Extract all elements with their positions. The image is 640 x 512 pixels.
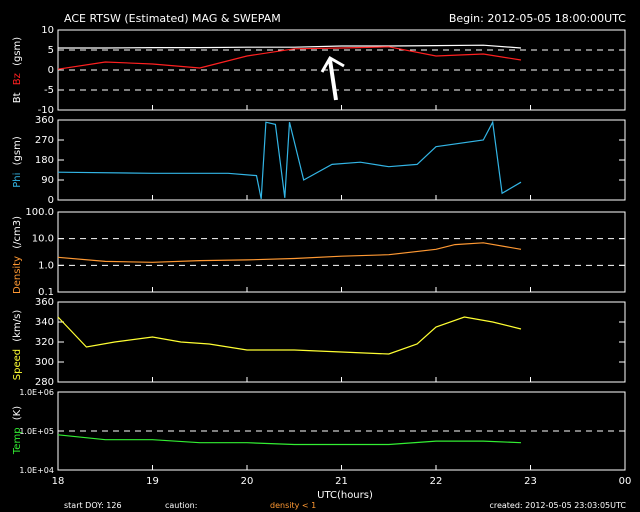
phi-ylabel-unit: (gsm) [12,136,23,165]
ytick-label: 90 [41,175,54,186]
ytick-label: 0 [48,195,54,206]
temp-ylabel: Temp (K) [12,406,23,455]
ytick-label: 180 [35,155,54,166]
start-doy: start DOY: 126 [64,501,122,510]
caution-label: caution: [165,501,197,510]
ytick-label: 10 [41,25,54,36]
ytick-label: 280 [35,377,54,388]
mag-ylabel-unit: (gsm) [12,37,23,66]
series-line-bt [58,44,522,49]
ytick-label: 10.0 [32,234,54,245]
series-line-phi [57,120,522,200]
density-note: density < 1 [270,501,316,510]
ytick-label: 340 [35,317,54,328]
xtick-label: 23 [524,476,537,487]
ytick-label: -5 [44,85,54,96]
ytick-label: 360 [35,115,54,126]
ytick-label: 0 [48,65,54,76]
phi-ylabel-name: Phi [12,173,23,188]
panel-frame-speed [57,301,626,383]
mag-ylabel-bz: Bz [12,73,23,85]
mag-ylabel-bt: Bt [12,92,23,103]
xtick-label: 00 [619,476,632,487]
series-line-speed [57,316,522,355]
temp-ylabel-name: Temp [12,427,23,455]
series-line-temp [57,434,522,446]
panel-frame-phi [57,119,626,201]
chart-title: ACE RTSW (Estimated) MAG & SWEPAM [64,12,281,25]
mag-ylabel: Bt Bz (gsm) [12,37,23,103]
series-line-density [57,242,522,263]
ytick-label: 1.0E+05 [19,427,54,436]
ytick-label: 5 [48,45,54,56]
panel-frame-temp [57,391,626,471]
xtick-label: 18 [52,476,65,487]
ytick-label: 1.0 [38,260,54,271]
panels: 1050-5-10360270180900100.010.01.00.13603… [19,25,631,487]
speed-ylabel: Speed (km/s) [12,310,23,381]
ytick-label: -10 [38,105,54,116]
ytick-label: 1.0E+06 [19,388,54,397]
density-ylabel-name: Density [12,256,23,294]
ytick-label: 0.1 [38,287,54,298]
created-time: created: 2012-05-05 23:03:05UTC [489,501,626,510]
xtick-label: 20 [241,476,254,487]
phi-ylabel: Phi (gsm) [12,136,23,188]
xtick-label: 22 [430,476,443,487]
xtick-label: 21 [335,476,348,487]
temp-ylabel-unit: (K) [12,406,23,420]
x-axis-label: UTC(hours) [317,490,373,501]
xtick-label: 19 [146,476,159,487]
speed-ylabel-unit: (km/s) [12,310,23,342]
ytick-label: 300 [35,357,54,368]
panel-frame-density [57,211,626,293]
ytick-label: 360 [35,297,54,308]
panel-frame-mag [57,29,626,111]
series-line-bz [57,46,522,70]
begin-time: Begin: 2012-05-05 18:00:00UTC [449,12,626,25]
ytick-label: 320 [35,337,54,348]
density-ylabel: Density (/cm3) [12,216,23,294]
speed-ylabel-name: Speed [12,349,23,380]
density-ylabel-unit: (/cm3) [12,216,23,249]
annotation-arrow [320,55,345,101]
ytick-label: 270 [35,135,54,146]
ytick-label: 100.0 [25,207,54,218]
ytick-label: 1.0E+04 [19,466,54,475]
